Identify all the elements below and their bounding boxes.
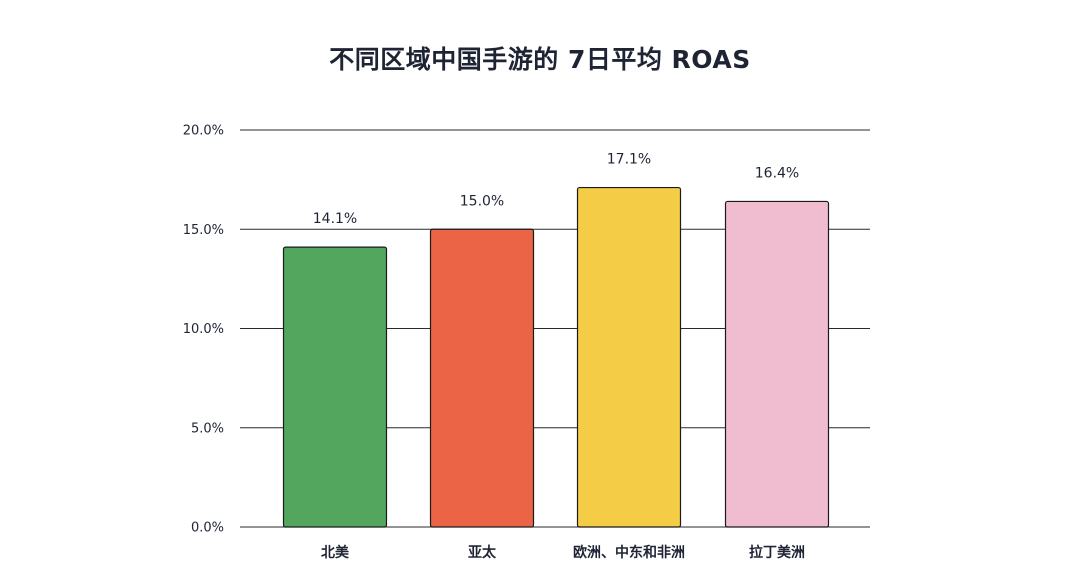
x-category-label: 亚太: [468, 544, 497, 561]
x-category-label: 北美: [321, 544, 350, 561]
y-tick-label: 5.0%: [191, 421, 224, 436]
y-tick-label: 15.0%: [183, 223, 224, 238]
bar: [724, 200, 830, 528]
data-label: 14.1%: [313, 211, 357, 227]
bar: [429, 228, 535, 528]
bar: [282, 246, 388, 528]
data-labels: 14.1% 15.0% 17.1% 16.4%: [313, 152, 799, 228]
y-tick-label: 0.0%: [191, 521, 224, 536]
y-tick-label: 10.0%: [183, 322, 224, 337]
x-category-label: 欧洲、中东和非洲: [573, 544, 685, 561]
data-label: 15.0%: [460, 193, 504, 209]
x-axis-categories: 北美 亚太 欧洲、中东和非洲 拉丁美洲: [321, 544, 805, 561]
y-tick-label: 20.0%: [183, 124, 224, 139]
bars: [282, 186, 830, 528]
x-category-label: 拉丁美洲: [749, 544, 805, 561]
chart-title: 不同区域中国手游的 7日平均 ROAS: [329, 45, 751, 74]
y-axis-ticks: 0.0% 5.0% 10.0% 15.0% 20.0%: [183, 124, 224, 536]
bar: [576, 186, 682, 528]
data-label: 17.1%: [607, 152, 651, 168]
data-label: 16.4%: [755, 165, 799, 181]
